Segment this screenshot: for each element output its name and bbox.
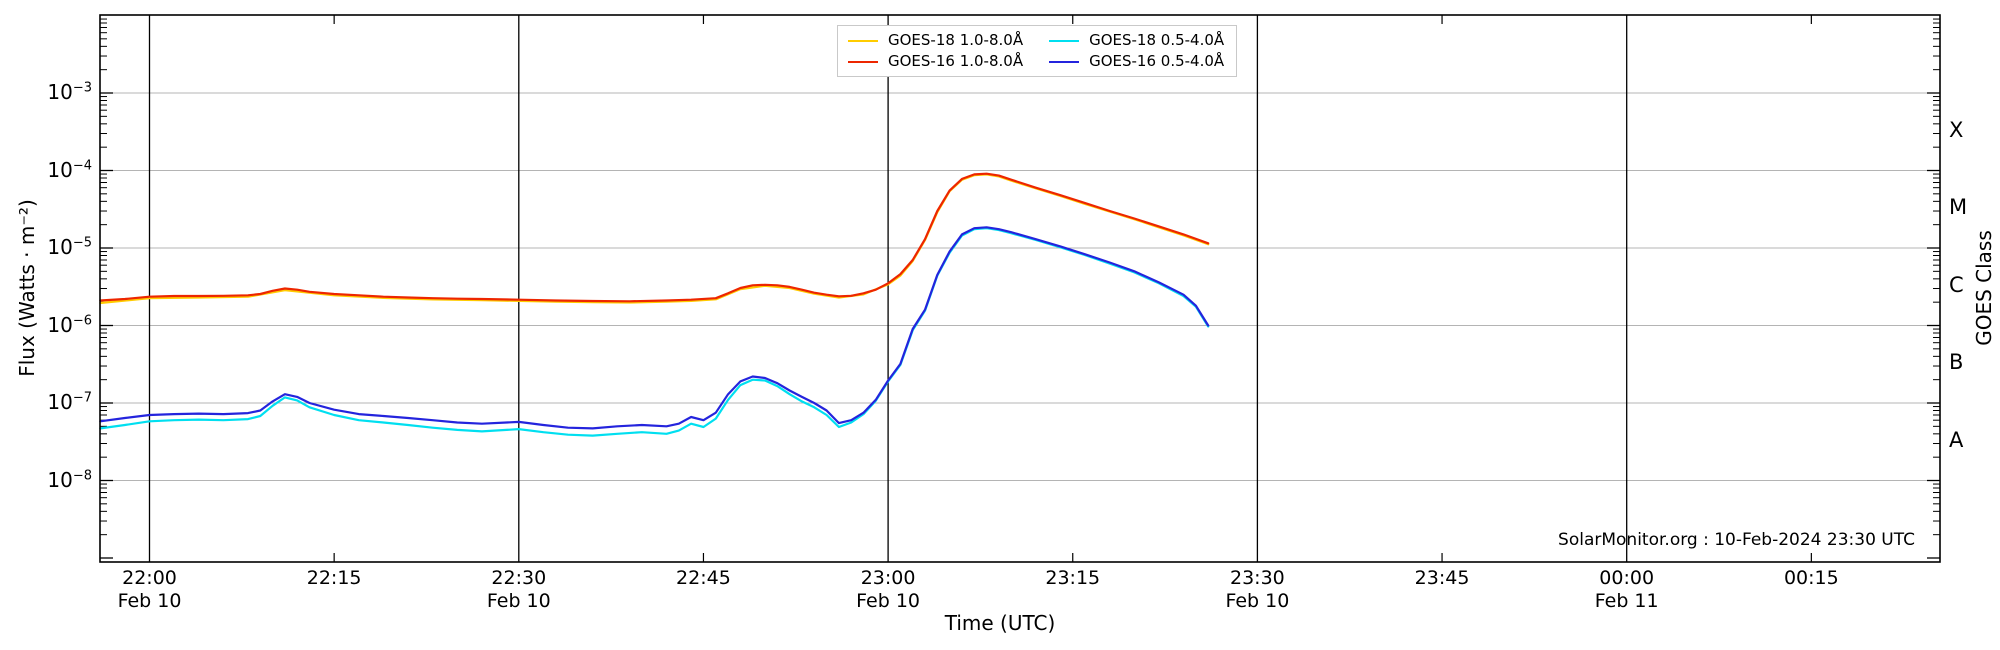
xtick-date-22:30: Feb 10 (486, 590, 551, 612)
xtick-label-23:00: 23:00 (860, 567, 916, 589)
xtick-label-00:00: 00:00 (1599, 567, 1655, 589)
goes-class-letter-A: A (1949, 427, 1964, 452)
goes-class-letter-C: C (1949, 272, 1964, 297)
legend-swatch (848, 39, 878, 42)
xtick-label-22:45: 22:45 (676, 567, 731, 589)
series-goes-18-0.5-4.0- (99, 227, 1210, 437)
xtick-label-23:30: 23:30 (1230, 567, 1285, 589)
xtick-label-00:15: 00:15 (1783, 567, 1839, 589)
legend-item-goes-18-1.0-8.0-: GOES-18 1.0-8.0Å (848, 32, 1023, 49)
legend-swatch (1049, 39, 1080, 42)
ytick-label-1e-6: 10−6 (47, 312, 92, 337)
legend-item-goes-18-0.5-4.0-: GOES-18 0.5-4.0Å (1049, 32, 1224, 49)
legend-column-1: GOES-18 1.0-8.0Å GOES-16 1.0-8.0Å (848, 32, 1023, 70)
legend-label: GOES-18 0.5-4.0Å (1089, 31, 1225, 49)
ytick-label-1e-5: 10−5 (47, 235, 92, 259)
ytick-label-1e-3: 10−3 (47, 80, 92, 104)
xtick-label-23:45: 23:45 (1414, 567, 1470, 589)
plot-frame (99, 14, 1941, 563)
series-goes-18-1.0-8.0- (99, 173, 1210, 305)
goes-class-letter-M: M (1949, 195, 1968, 220)
xtick-label-22:00: 22:00 (122, 567, 177, 589)
ytick-label-1e-4: 10−4 (47, 157, 92, 182)
xtick-date-22:00: Feb 10 (117, 590, 182, 612)
goes-class-letter-X: X (1949, 117, 1964, 142)
xtick-date-23:30: Feb 10 (1225, 590, 1290, 612)
legend-label: GOES-18 1.0-8.0Å (888, 31, 1024, 49)
ytick-label-1e-8: 10−8 (47, 467, 92, 492)
legend-column-2: GOES-18 0.5-4.0Å GOES-16 0.5-4.0Å (1049, 32, 1224, 70)
goes-class-letter-B: B (1949, 350, 1964, 375)
watermark-text: SolarMonitor.org : 10-Feb-2024 23:30 UTC (1558, 530, 1915, 550)
series-goes-16-0.5-4.0- (99, 226, 1210, 430)
legend-swatch (1049, 60, 1080, 63)
legend-item-goes-16-1.0-8.0-: GOES-16 1.0-8.0Å (848, 53, 1023, 70)
y-axis-title-left: Flux (Watts · m⁻²) (15, 199, 39, 377)
legend-box: GOES-18 1.0-8.0Å GOES-16 1.0-8.0Å GOES-18 … (837, 25, 1238, 77)
xtick-date-00:00: Feb 11 (1594, 590, 1659, 612)
y-axis-title-right: GOES Class (1972, 230, 1996, 346)
x-axis-title: Time (UTC) (944, 611, 1056, 635)
ytick-label-1e-7: 10−7 (47, 390, 92, 414)
xtick-label-23:15: 23:15 (1045, 567, 1101, 589)
series-goes-16-1.0-8.0- (99, 172, 1210, 303)
legend-label: GOES-16 0.5-4.0Å (1089, 52, 1225, 70)
xtick-label-22:15: 22:15 (306, 567, 362, 589)
legend-item-goes-16-0.5-4.0-: GOES-16 0.5-4.0Å (1049, 53, 1224, 70)
xtick-date-23:00: Feb 10 (856, 590, 921, 612)
xtick-label-22:30: 22:30 (491, 567, 547, 589)
legend-label: GOES-16 1.0-8.0Å (888, 52, 1024, 70)
legend-swatch (848, 60, 878, 63)
